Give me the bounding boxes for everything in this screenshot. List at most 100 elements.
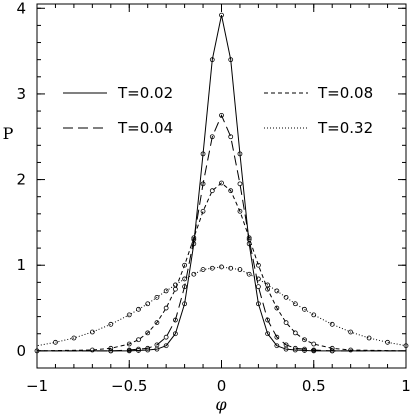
y-tick-label: 3 xyxy=(16,85,26,103)
data-point-2 xyxy=(108,345,114,351)
data-point-0 xyxy=(237,151,243,157)
data-point-3 xyxy=(403,343,409,349)
data-point-3 xyxy=(246,271,252,277)
data-point-2 xyxy=(274,305,280,311)
data-point-2 xyxy=(172,286,178,292)
data-point-3 xyxy=(145,301,151,307)
legend-label-t004: T=0.04 xyxy=(117,119,173,137)
data-point-3 xyxy=(71,335,77,341)
data-point-2 xyxy=(283,320,289,326)
legend-item-t004: T=0.04 xyxy=(63,119,173,137)
data-point-3 xyxy=(292,301,298,307)
data-point-0 xyxy=(274,343,280,349)
data-point-3 xyxy=(348,329,354,335)
data-point-2 xyxy=(311,341,317,347)
series-line-3 xyxy=(36,266,407,351)
data-point-1 xyxy=(329,348,335,354)
data-point-0 xyxy=(163,343,169,349)
data-point-0 xyxy=(265,331,271,337)
data-point-2 xyxy=(126,341,132,347)
data-point-3 xyxy=(89,329,95,335)
data-point-2 xyxy=(163,305,169,311)
data-point-3 xyxy=(172,282,178,288)
data-point-0 xyxy=(255,301,261,307)
legend-item-t002: T=0.02 xyxy=(63,84,173,102)
data-point-1 xyxy=(311,347,317,353)
y-tick-label: 0 xyxy=(16,342,26,360)
data-point-1 xyxy=(209,134,215,140)
data-point-2 xyxy=(348,347,354,353)
data-point-3 xyxy=(209,265,215,271)
data-point-3 xyxy=(154,294,160,300)
data-point-3 xyxy=(163,288,169,294)
data-point-1 xyxy=(228,134,234,140)
data-point-3 xyxy=(200,267,206,272)
data-point-2 xyxy=(329,345,335,351)
data-point-1 xyxy=(182,284,188,290)
data-point-2 xyxy=(191,235,197,241)
plot-frame xyxy=(36,3,407,369)
data-point-3 xyxy=(219,264,224,270)
data-point-0 xyxy=(219,12,224,18)
data-point-2 xyxy=(228,188,234,194)
data-point-1 xyxy=(292,345,298,351)
data-point-3 xyxy=(34,348,40,354)
data-point-2 xyxy=(89,347,95,353)
series-layer xyxy=(36,15,407,352)
data-point-0 xyxy=(145,347,151,353)
legend: T=0.02 T=0.04 T=0.08 T=0.32 xyxy=(63,84,373,137)
data-point-3 xyxy=(265,282,271,288)
series-line-2 xyxy=(36,182,407,352)
data-point-2 xyxy=(219,180,224,186)
x-tick-label: 0 xyxy=(217,377,227,395)
y-tick-label: 2 xyxy=(16,171,26,189)
legend-item-t008: T=0.08 xyxy=(264,84,373,102)
data-point-3 xyxy=(255,276,261,282)
data-point-2 xyxy=(154,320,160,326)
data-point-0 xyxy=(209,57,215,63)
data-point-3 xyxy=(302,306,307,312)
data-point-1 xyxy=(145,345,151,351)
data-point-3 xyxy=(136,306,141,312)
data-point-1 xyxy=(274,334,280,340)
data-point-1 xyxy=(172,317,178,323)
data-point-3 xyxy=(385,339,390,345)
data-point-2 xyxy=(292,330,298,336)
legend-label-t002: T=0.02 xyxy=(117,84,173,102)
y-axis-title: P xyxy=(3,124,14,143)
data-point-1 xyxy=(265,317,271,323)
legend-label-t032: T=0.32 xyxy=(317,119,373,137)
data-point-3 xyxy=(366,335,372,341)
data-point-3 xyxy=(126,312,132,318)
data-point-2 xyxy=(246,235,252,241)
marker-layer xyxy=(34,12,409,354)
x-tick-label: 1 xyxy=(401,377,411,395)
data-point-3 xyxy=(329,321,335,327)
x-tick-label: −0.5 xyxy=(111,377,147,395)
y-tick-label: 4 xyxy=(16,0,26,17)
data-point-0 xyxy=(292,347,298,353)
data-point-2 xyxy=(182,262,188,268)
data-point-0 xyxy=(228,57,234,63)
series-line-1 xyxy=(37,114,406,352)
data-point-3 xyxy=(311,312,317,318)
data-point-3 xyxy=(237,267,243,272)
data-point-2 xyxy=(200,208,206,214)
data-point-1 xyxy=(136,346,141,352)
y-tick-label: 1 xyxy=(16,256,26,274)
data-point-1 xyxy=(219,112,224,118)
data-point-1 xyxy=(163,334,169,340)
data-point-3 xyxy=(108,321,114,327)
x-tick-label: −1 xyxy=(26,377,48,395)
legend-label-t008: T=0.08 xyxy=(317,84,373,102)
data-point-1 xyxy=(108,348,114,354)
data-point-2 xyxy=(136,337,141,343)
data-point-3 xyxy=(191,271,197,277)
data-point-3 xyxy=(182,276,188,282)
data-point-2 xyxy=(209,188,215,194)
data-point-1 xyxy=(255,284,261,290)
data-point-3 xyxy=(53,339,58,345)
data-point-3 xyxy=(274,288,280,294)
legend-item-t032: T=0.32 xyxy=(264,119,373,137)
